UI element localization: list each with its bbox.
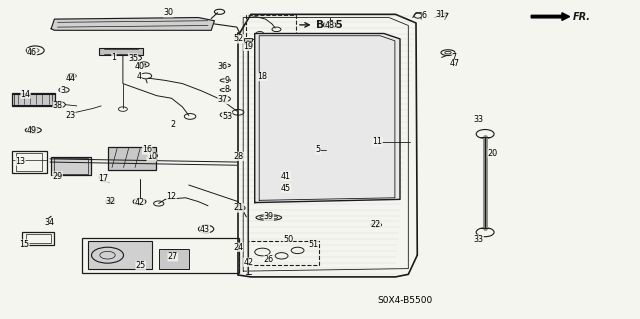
- Text: 18: 18: [257, 72, 268, 81]
- Polygon shape: [51, 18, 214, 30]
- FancyBboxPatch shape: [108, 147, 156, 170]
- Text: 12: 12: [166, 192, 177, 201]
- Text: B-15: B-15: [316, 20, 343, 30]
- Text: 17: 17: [99, 174, 109, 183]
- Text: 47: 47: [449, 59, 460, 68]
- Text: 45: 45: [281, 184, 291, 193]
- Text: 41: 41: [281, 172, 291, 181]
- Text: S0X4-B5500: S0X4-B5500: [378, 296, 433, 305]
- Text: 9: 9: [225, 76, 230, 85]
- Text: 14: 14: [20, 90, 31, 99]
- Text: 20: 20: [488, 149, 498, 158]
- Text: 42: 42: [134, 198, 145, 207]
- Text: 46: 46: [27, 48, 37, 57]
- Text: 40: 40: [134, 63, 145, 71]
- Circle shape: [70, 75, 74, 77]
- Text: 3: 3: [60, 86, 65, 95]
- Text: 52: 52: [234, 34, 244, 43]
- Circle shape: [142, 63, 146, 65]
- Text: 23: 23: [65, 111, 76, 120]
- Text: 36: 36: [218, 63, 228, 71]
- FancyBboxPatch shape: [99, 48, 143, 55]
- Text: 34: 34: [45, 218, 55, 227]
- Text: 22: 22: [371, 220, 381, 229]
- FancyBboxPatch shape: [244, 38, 252, 44]
- Text: 7: 7: [452, 53, 457, 62]
- FancyBboxPatch shape: [159, 249, 189, 269]
- Text: FR.: FR.: [573, 11, 591, 22]
- Text: 27: 27: [168, 252, 178, 261]
- Polygon shape: [255, 33, 400, 203]
- FancyBboxPatch shape: [269, 145, 320, 183]
- Text: 48: 48: [324, 21, 335, 30]
- Text: 6: 6: [422, 11, 427, 20]
- Text: 38: 38: [52, 101, 63, 110]
- Text: 29: 29: [52, 172, 63, 181]
- Text: 13: 13: [15, 157, 26, 166]
- Text: 50: 50: [283, 235, 293, 244]
- Text: 37: 37: [218, 95, 228, 104]
- Text: 4: 4: [137, 72, 142, 81]
- Text: 30: 30: [163, 8, 173, 17]
- Text: 49: 49: [27, 126, 37, 135]
- Text: 39: 39: [264, 212, 274, 221]
- Text: 5: 5: [316, 145, 321, 154]
- Text: 16: 16: [142, 145, 152, 154]
- Text: 43: 43: [200, 225, 210, 234]
- Text: 10: 10: [147, 152, 157, 161]
- Text: 19: 19: [243, 42, 253, 51]
- Text: 26: 26: [264, 255, 274, 263]
- Polygon shape: [531, 13, 570, 20]
- Text: 32: 32: [105, 197, 115, 206]
- Text: 44: 44: [65, 74, 76, 83]
- Text: 35: 35: [128, 54, 138, 63]
- Text: 24: 24: [233, 243, 243, 252]
- Text: 33: 33: [474, 115, 484, 124]
- Text: 8: 8: [225, 85, 230, 94]
- Text: 15: 15: [19, 240, 29, 249]
- Text: 11: 11: [372, 137, 383, 146]
- Text: 2: 2: [170, 120, 175, 129]
- FancyBboxPatch shape: [12, 93, 55, 106]
- Text: 51: 51: [308, 241, 319, 249]
- Text: 33: 33: [474, 235, 484, 244]
- Text: 21: 21: [234, 204, 244, 212]
- Text: 25: 25: [136, 261, 146, 270]
- Text: 53: 53: [222, 112, 232, 121]
- Text: 28: 28: [234, 152, 244, 161]
- FancyBboxPatch shape: [51, 157, 91, 175]
- Text: 42: 42: [243, 258, 253, 267]
- Circle shape: [108, 201, 112, 203]
- Text: 31: 31: [435, 10, 445, 19]
- FancyBboxPatch shape: [88, 241, 152, 269]
- Text: 1: 1: [111, 53, 116, 62]
